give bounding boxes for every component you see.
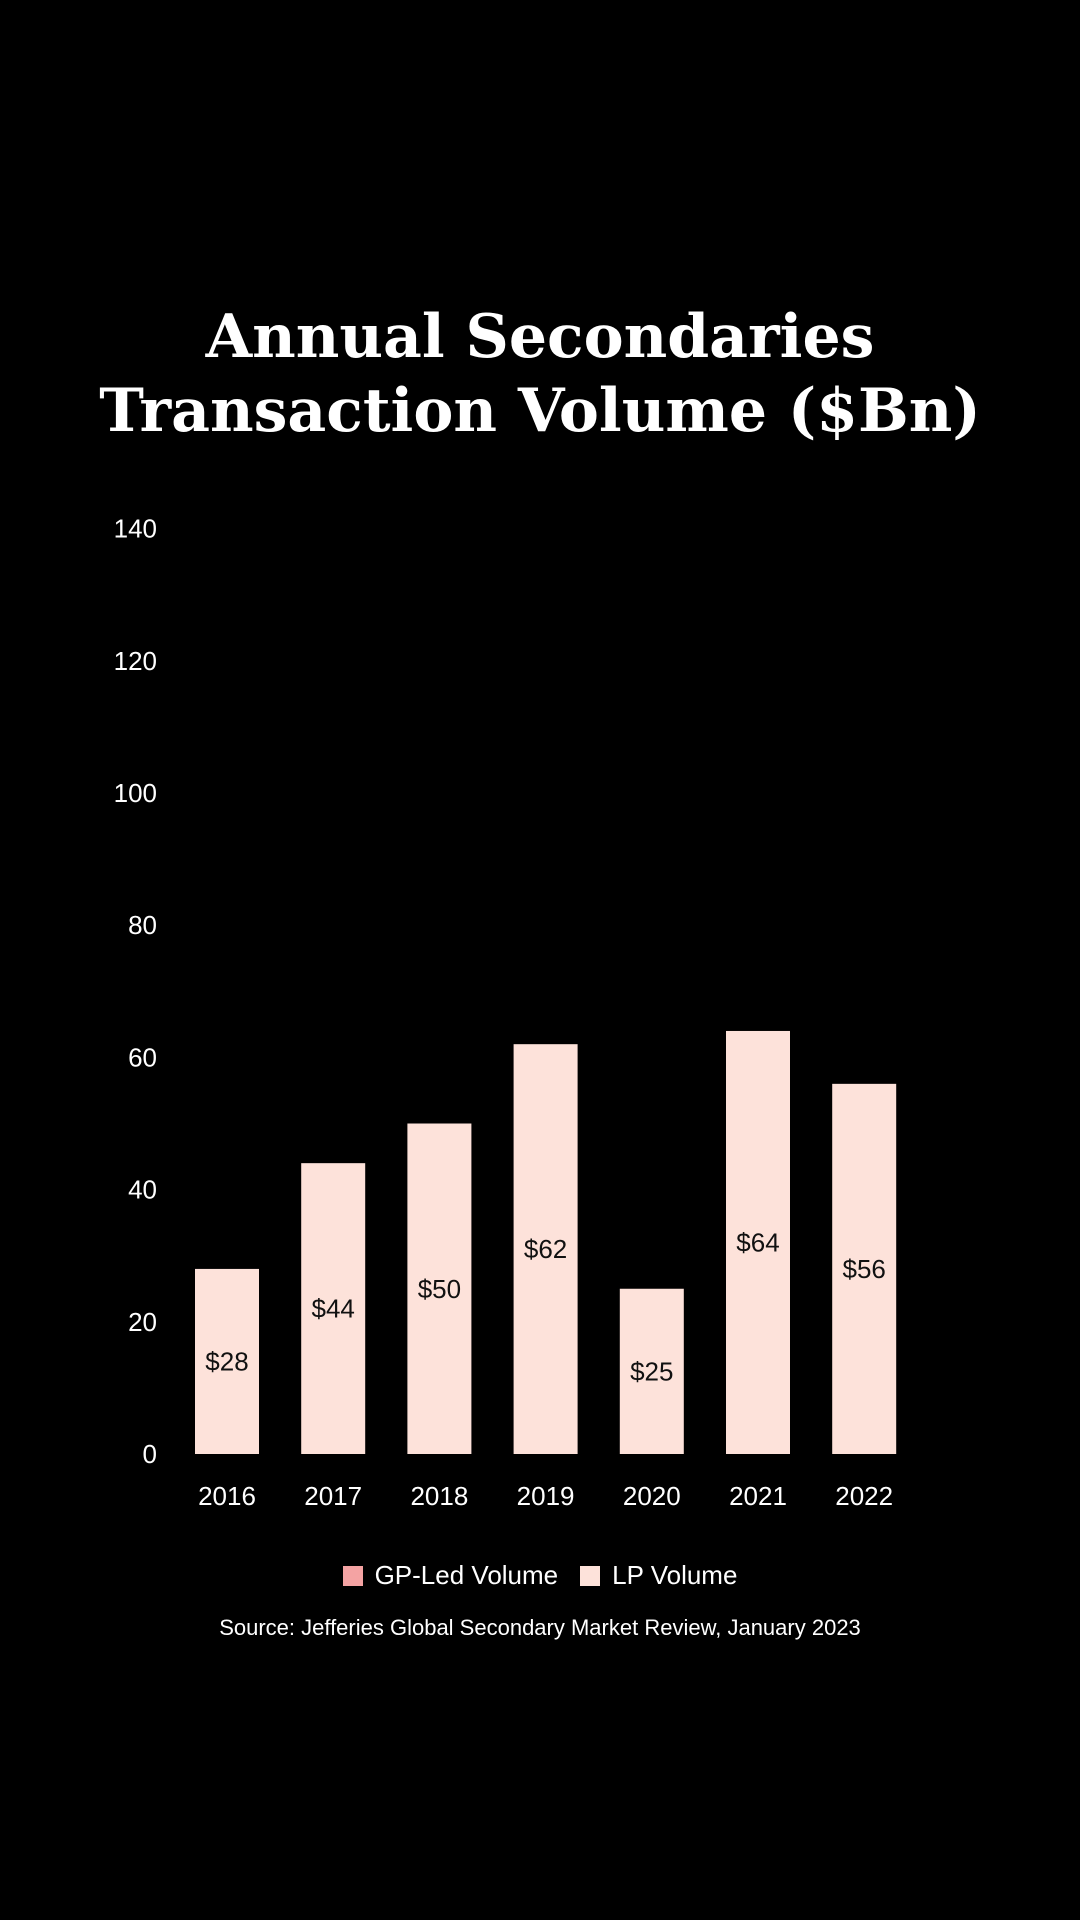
legend: GP-Led Volume LP Volume [0,1560,1080,1591]
bar-chart: 0 20 40 60 80 100 120 140 $28 $44 $50 $62 $25 $64 $56… [114,514,897,1511]
bar-value-label: $28 [205,1346,248,1376]
x-tick-label: 2018 [410,1481,468,1511]
bar-lp-2016 [195,1268,259,1454]
legend-item-gp-led: GP-Led Volume [342,1560,559,1591]
y-tick-label: 40 [128,1175,157,1205]
bar-labels: $28 $44 $50 $62 $25 $64 $56 [205,1227,886,1386]
legend-swatch-gp-led [342,1565,363,1586]
y-tick-label: 80 [128,910,157,940]
bar-lp-2017 [301,1163,366,1454]
source-note: Source: Jefferies Global Secondary Marke… [219,1615,861,1640]
bar-value-label: $56 [843,1254,886,1284]
legend-item-lp: LP Volume [580,1560,737,1591]
bar-value-label: $44 [312,1294,355,1324]
bar-value-label: $25 [630,1356,673,1386]
y-tick-label: 120 [114,646,157,676]
chart-title-line-2: Transaction Volume ($Bn) [99,376,981,446]
legend-swatch-lp [580,1565,601,1586]
bar-value-label: $50 [418,1274,461,1304]
x-axis: 2016 2017 2018 2019 2020 2021 2022 [198,1481,893,1511]
chart-title: Annual Secondaries Transaction Volume ($… [0,300,1080,448]
bar-lp-2022 [832,1083,897,1454]
bar-value-label: $62 [524,1234,567,1264]
bar-lp-2019 [513,1044,578,1454]
bar-value-label: $64 [736,1227,779,1257]
legend-label-lp: LP Volume [612,1560,738,1590]
y-tick-label: 60 [128,1042,157,1072]
bars [195,1030,897,1454]
legend-label-gp-led: GP-Led Volume [374,1560,559,1590]
bar-lp-2021 [726,1030,790,1454]
x-tick-label: 2019 [517,1481,575,1511]
y-tick-label: 20 [128,1307,157,1337]
y-tick-label: 100 [114,778,157,808]
x-tick-label: 2017 [304,1481,362,1511]
chart-title-line-1: Annual Secondaries [205,302,875,372]
bar-lp-2018 [407,1123,472,1454]
x-tick-label: 2020 [623,1481,681,1511]
bar-lp-2020 [619,1288,684,1454]
y-tick-label: 140 [114,514,157,544]
x-tick-label: 2021 [729,1481,787,1511]
y-tick-label: 0 [143,1439,157,1469]
x-tick-label: 2016 [198,1481,256,1511]
x-tick-label: 2022 [835,1481,893,1511]
y-axis: 0 20 40 60 80 100 120 140 [114,514,157,1469]
